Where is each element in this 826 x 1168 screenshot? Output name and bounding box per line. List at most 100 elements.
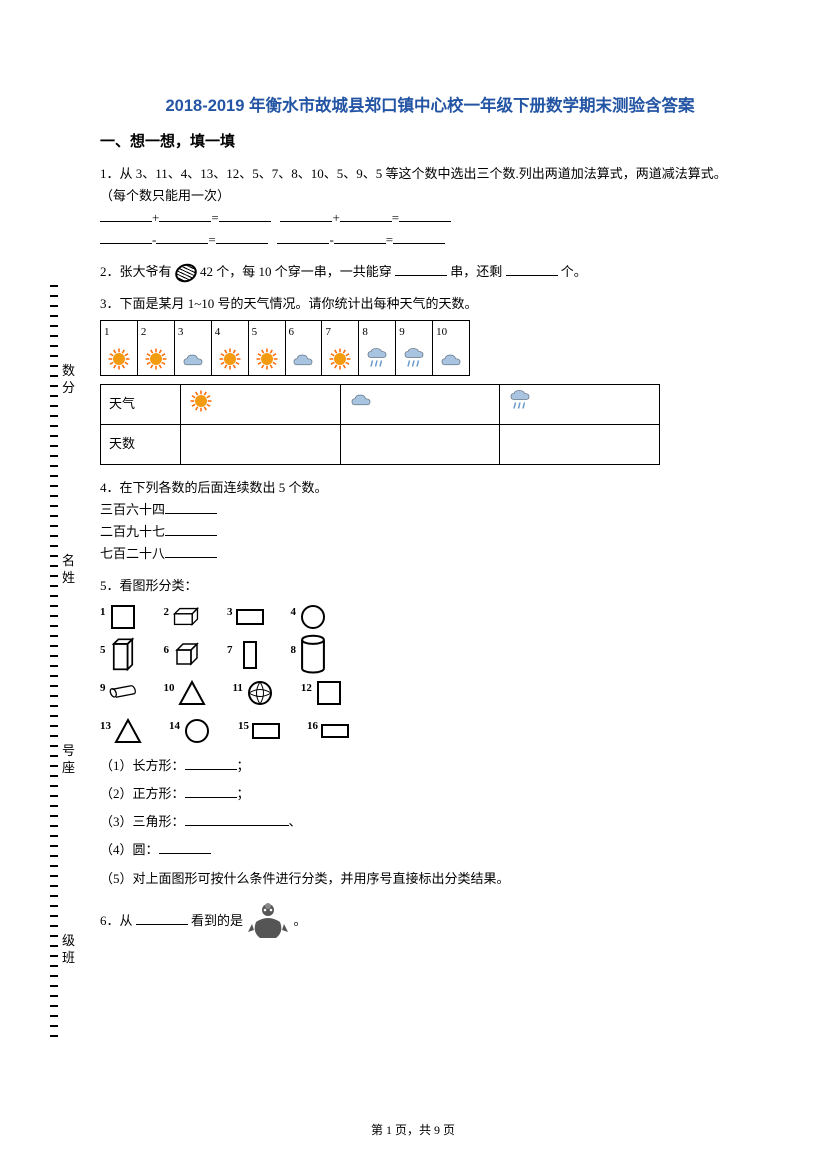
blank bbox=[395, 262, 447, 276]
day-number: 10 bbox=[436, 323, 447, 342]
shape-number: 5 bbox=[100, 641, 106, 660]
blank bbox=[506, 262, 558, 276]
shape-cell: 2 bbox=[164, 603, 202, 631]
shape-icon bbox=[171, 641, 201, 669]
shape-icon bbox=[314, 679, 344, 707]
shape-cell: 4 bbox=[291, 603, 329, 631]
shape-number: 8 bbox=[291, 641, 297, 660]
q5-a3: （3）三角形： bbox=[100, 814, 185, 829]
question-3: 3．下面是某月 1~10 号的天气情况。请你统计出每种天气的天数。 1 23 45 6… bbox=[100, 293, 760, 464]
day-number: 3 bbox=[178, 323, 184, 342]
side-column: 数分 名姓 号座 级班 bbox=[62, 285, 78, 1045]
shape-icon bbox=[108, 679, 138, 707]
blank bbox=[237, 812, 289, 826]
question-6: 6．从 看到的是 。 bbox=[100, 900, 760, 944]
shape-number: 6 bbox=[164, 641, 170, 660]
cartoon-character-icon bbox=[246, 900, 290, 944]
q2-b: 42 个，每 10 个穿一串，一共能穿 bbox=[200, 264, 392, 279]
shape-grid: 12345678910111213141516 bbox=[100, 603, 360, 745]
side-seat: 号座 bbox=[62, 743, 78, 777]
q4-c: 七百二十八 bbox=[100, 546, 165, 561]
shape-number: 16 bbox=[307, 717, 318, 736]
blank bbox=[100, 208, 152, 222]
side-name: 名姓 bbox=[62, 553, 78, 587]
q5-a4: （4）圆： bbox=[100, 842, 159, 857]
day-cell: 5 bbox=[249, 321, 286, 375]
blank bbox=[159, 208, 211, 222]
blank bbox=[165, 544, 217, 558]
q3-text: 3．下面是某月 1~10 号的天气情况。请你统计出每种天气的天数。 bbox=[100, 296, 478, 311]
side-dashes bbox=[50, 285, 58, 1045]
blank bbox=[165, 522, 217, 536]
day-cell: 10 bbox=[433, 321, 469, 375]
shape-number: 1 bbox=[100, 603, 106, 622]
count-cell bbox=[500, 424, 660, 464]
blank bbox=[100, 230, 152, 244]
shape-icon bbox=[177, 679, 207, 707]
blank bbox=[219, 208, 271, 222]
blank bbox=[340, 208, 392, 222]
q6-c: 。 bbox=[294, 913, 307, 928]
shape-icon bbox=[251, 717, 281, 745]
shape-cell: 14 bbox=[169, 717, 212, 745]
blank bbox=[216, 230, 268, 244]
weather-days: 12345678910 bbox=[100, 320, 470, 376]
shape-number: 12 bbox=[301, 679, 312, 698]
blank bbox=[185, 756, 237, 770]
shape-cell: 3 bbox=[227, 603, 265, 631]
day-cell: 7 bbox=[322, 321, 359, 375]
q2-a: 2．张大爷有 bbox=[100, 264, 175, 279]
day-number: 1 bbox=[104, 323, 110, 342]
day-cell: 8 bbox=[359, 321, 396, 375]
shape-number: 9 bbox=[100, 679, 106, 698]
q1-note: （每个数只能用一次） bbox=[100, 188, 230, 203]
shape-icon bbox=[182, 717, 212, 745]
weather-sun-cell bbox=[181, 384, 341, 424]
shape-number: 4 bbox=[291, 603, 297, 622]
q1-text: 1．从 3、11、4、13、12、5、7、8、10、5、9、5 等这个数中选出三… bbox=[100, 166, 727, 181]
shape-number: 13 bbox=[100, 717, 111, 736]
blank bbox=[165, 500, 217, 514]
shape-icon bbox=[298, 641, 328, 669]
day-cell: 6 bbox=[286, 321, 323, 375]
q2-d: 个。 bbox=[561, 264, 587, 279]
shape-icon bbox=[113, 717, 143, 745]
shape-cell: 16 bbox=[307, 717, 350, 745]
shape-icon bbox=[235, 603, 265, 631]
day-cell: 4 bbox=[212, 321, 249, 375]
shape-cell: 5 bbox=[100, 641, 138, 669]
blank bbox=[277, 230, 329, 244]
day-number: 8 bbox=[362, 323, 368, 342]
shape-cell: 15 bbox=[238, 717, 281, 745]
shape-cell: 10 bbox=[164, 679, 207, 707]
shape-icon bbox=[171, 603, 201, 631]
shape-icon bbox=[108, 603, 138, 631]
shape-number: 3 bbox=[227, 603, 233, 622]
day-cell: 2 bbox=[138, 321, 175, 375]
q5-a2: （2）正方形： bbox=[100, 786, 185, 801]
shape-number: 11 bbox=[233, 679, 243, 698]
shape-number: 14 bbox=[169, 717, 180, 736]
section-heading: 一、想一想，填一填 bbox=[100, 130, 760, 151]
main-content: 2018-2019 年衡水市故城县郑口镇中心校一年级下册数学期末测验含答案 一、… bbox=[100, 92, 760, 954]
q2-c: 串，还剩 bbox=[450, 264, 502, 279]
q6-a: 6．从 bbox=[100, 913, 133, 928]
shape-number: 7 bbox=[227, 641, 233, 660]
side-score: 数分 bbox=[62, 363, 78, 397]
question-2: 2．张大爷有 42 个，每 10 个穿一串，一共能穿 串，还剩 个。 bbox=[100, 261, 760, 283]
weather-row-label: 天气 bbox=[101, 384, 181, 424]
day-number: 5 bbox=[252, 323, 258, 342]
shape-cell: 12 bbox=[301, 679, 344, 707]
shape-icon bbox=[235, 641, 265, 669]
page-footer: 第 1 页，共 9 页 bbox=[0, 1121, 826, 1138]
q4-b: 二百九十七 bbox=[100, 524, 165, 539]
shape-icon bbox=[245, 679, 275, 707]
weather-table: 天气 天数 bbox=[100, 384, 660, 465]
shape-cell: 1 bbox=[100, 603, 138, 631]
blank bbox=[185, 784, 237, 798]
shape-cell: 13 bbox=[100, 717, 143, 745]
q5-a5: （5）对上面图形可按什么条件进行分类，并用序号直接标出分类结果。 bbox=[100, 871, 510, 886]
coin-icon bbox=[172, 261, 199, 285]
blank bbox=[393, 230, 445, 244]
shape-cell: 7 bbox=[227, 641, 265, 669]
